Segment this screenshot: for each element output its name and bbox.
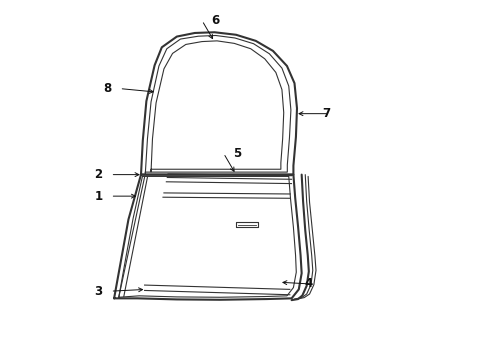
Text: 4: 4 <box>305 278 313 291</box>
Text: 3: 3 <box>95 285 103 298</box>
Text: 1: 1 <box>95 190 103 203</box>
Text: 2: 2 <box>95 168 103 181</box>
Text: 7: 7 <box>323 107 331 120</box>
Text: 6: 6 <box>211 14 220 27</box>
Text: 5: 5 <box>233 147 241 159</box>
Text: 8: 8 <box>103 82 112 95</box>
